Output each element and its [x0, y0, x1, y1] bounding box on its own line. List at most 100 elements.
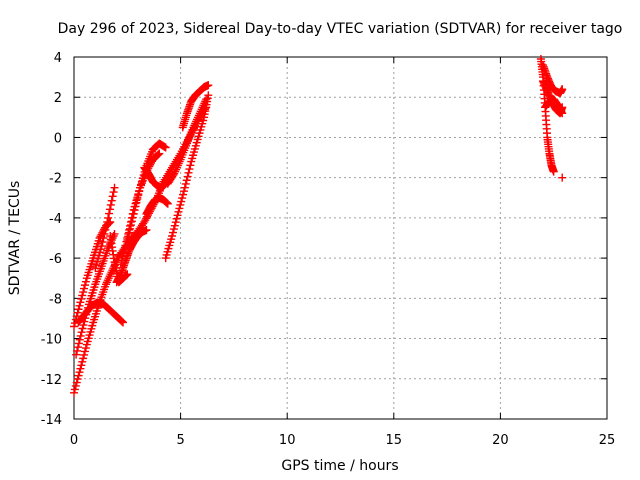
data-point	[119, 318, 128, 327]
data-point	[77, 328, 86, 337]
data-point	[73, 346, 82, 355]
y-tick-label: -2	[49, 172, 62, 187]
data-point	[78, 291, 87, 300]
data-point	[171, 218, 180, 227]
data-point	[72, 350, 81, 359]
data-point	[175, 204, 184, 213]
x-tick-label: 15	[386, 433, 403, 448]
x-tick-label: 0	[70, 433, 78, 448]
data-point	[75, 335, 84, 344]
data-point	[168, 228, 177, 237]
data-point	[126, 224, 135, 233]
data-point	[74, 371, 83, 380]
data-point	[77, 294, 86, 303]
data-point	[117, 316, 126, 325]
data-point	[104, 213, 113, 222]
data-point	[98, 238, 107, 247]
x-tick-label: 5	[176, 433, 184, 448]
data-point	[184, 168, 193, 177]
data-point	[558, 85, 567, 94]
data-point	[105, 205, 114, 214]
data-point	[70, 388, 78, 397]
x-axis-label: GPS time / hours	[281, 458, 398, 474]
data-point	[135, 187, 144, 196]
data-point	[103, 217, 112, 226]
data-point	[125, 228, 134, 237]
data-point	[178, 194, 187, 203]
data-point	[154, 150, 163, 159]
data-point	[123, 270, 132, 279]
y-tick-label: -6	[49, 252, 62, 267]
data-point	[179, 187, 188, 196]
data-point	[74, 339, 83, 348]
data-point	[202, 95, 211, 104]
data-point	[73, 375, 82, 384]
data-point	[105, 209, 114, 218]
data-point	[81, 344, 90, 353]
data-point	[80, 350, 89, 359]
data-point	[80, 284, 89, 293]
data-point	[75, 368, 84, 377]
y-tick-label: -8	[49, 292, 62, 307]
data-point	[558, 109, 567, 118]
data-point	[142, 225, 151, 234]
plot-frame	[73, 56, 608, 420]
data-point	[122, 237, 131, 246]
data-point	[133, 194, 142, 203]
data-point	[134, 191, 143, 200]
data-point	[118, 317, 127, 326]
data-point	[78, 357, 87, 366]
y-tick-label: 0	[54, 131, 62, 146]
data-point	[127, 217, 136, 226]
data-point	[70, 385, 79, 394]
data-point	[174, 207, 183, 216]
data-point	[76, 331, 85, 340]
data-point	[100, 229, 109, 238]
data-point	[79, 354, 88, 363]
data-point	[75, 301, 84, 310]
data-point	[109, 188, 118, 197]
data-point	[81, 277, 90, 286]
data-point	[77, 361, 86, 370]
y-tick-label: -12	[41, 373, 62, 388]
data-point	[172, 214, 181, 223]
data-point	[163, 199, 172, 208]
data-point	[173, 211, 182, 220]
data-point	[80, 347, 89, 356]
data-point	[110, 229, 119, 238]
data-point	[169, 171, 178, 180]
data-point	[183, 172, 192, 181]
data-point	[73, 308, 82, 317]
y-tick-label: 4	[54, 51, 62, 66]
y-tick-labels: -14 -12 -10 -8 -6 -4 -2 0 2 4	[41, 51, 62, 428]
data-point	[132, 198, 141, 207]
data-point	[180, 183, 189, 192]
data-point	[181, 179, 190, 188]
grid-lines	[74, 57, 607, 419]
data-point	[106, 200, 115, 209]
data-point	[76, 298, 85, 307]
chart-title: Day 296 of 2023, Sidereal Day-to-day VTE…	[58, 21, 623, 37]
y-tick-label: -14	[41, 413, 62, 428]
data-point	[185, 165, 194, 174]
data-point	[558, 173, 567, 182]
data-points	[70, 55, 567, 397]
data-point	[124, 232, 133, 241]
data-point	[110, 183, 119, 192]
x-tick-label: 25	[599, 433, 616, 448]
data-point	[78, 324, 87, 333]
data-point	[177, 197, 186, 206]
axis-ticks	[73, 56, 608, 420]
data-point	[169, 225, 178, 234]
data-point	[108, 192, 117, 201]
data-point	[128, 213, 137, 222]
data-point	[99, 234, 108, 242]
data-point	[549, 167, 558, 176]
data-point	[76, 364, 85, 373]
data-point	[97, 242, 106, 251]
data-point	[107, 196, 116, 205]
data-point	[79, 288, 88, 297]
data-point	[79, 321, 88, 330]
data-point	[123, 236, 132, 245]
data-point	[70, 322, 78, 331]
